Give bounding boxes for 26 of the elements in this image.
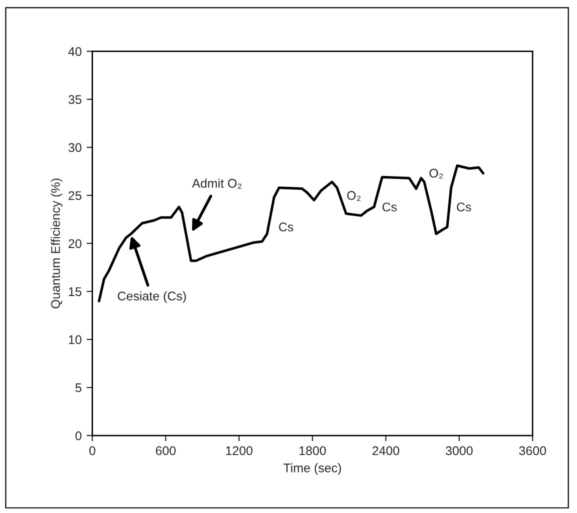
annotation: Admit O₂ [192, 178, 242, 189]
y-tick-label: 0 [75, 431, 82, 440]
x-tick-label: 600 [156, 446, 176, 456]
y-tick-label: 10 [68, 335, 82, 344]
annotation: Cs [382, 202, 397, 212]
y-tick-label: 25 [68, 191, 82, 200]
x-tick-label: 0 [89, 446, 96, 456]
annotation: Cs [456, 202, 472, 212]
annotation: Cesiate (Cs) [118, 291, 186, 303]
annotation: O₂ [429, 168, 443, 179]
line-series [98, 164, 484, 302]
x-tick-label: 1200 [226, 446, 252, 456]
x-tick-label: 2400 [372, 446, 400, 456]
y-tick-label: 5 [75, 383, 82, 392]
y-tick-label: 35 [68, 95, 82, 104]
x-axis-title: Time (sec) [283, 463, 341, 475]
y-tick-label: 15 [68, 287, 82, 296]
y-tick-label: 40 [68, 47, 82, 56]
y-tick-label: 20 [68, 239, 82, 248]
y-tick-label: 30 [68, 143, 82, 152]
annotation: O₂ [347, 191, 360, 201]
x-tick-label: 1800 [299, 446, 326, 456]
x-tick-label: 3600 [519, 446, 546, 456]
x-tick-label: 3000 [446, 446, 473, 456]
annotation: Cs [279, 222, 294, 232]
y-axis-title: Quantum Efficiency (%) [50, 178, 62, 308]
